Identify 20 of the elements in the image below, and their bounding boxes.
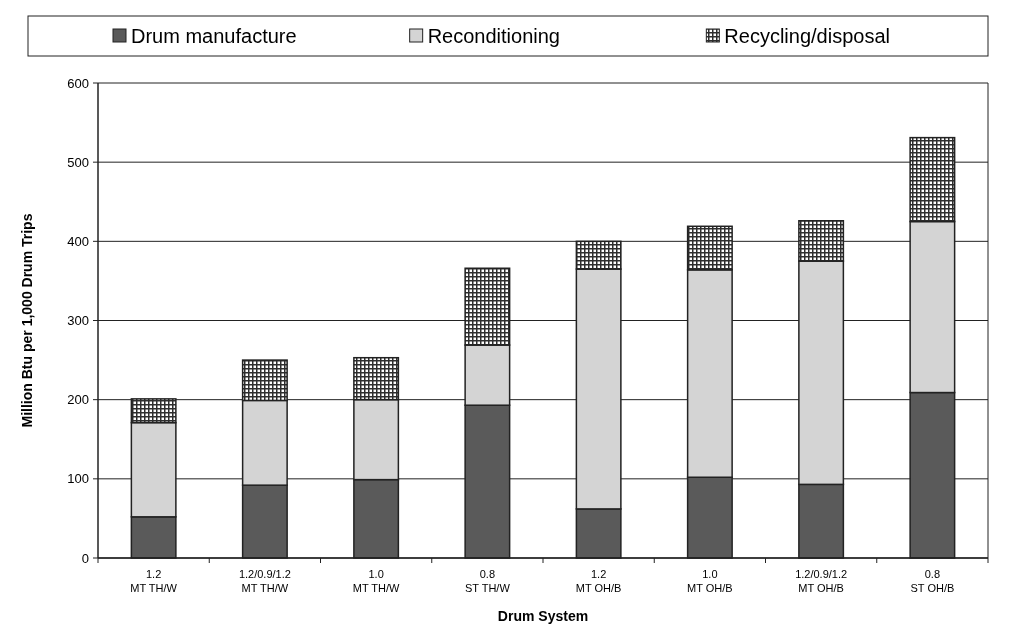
y-tick-label: 200 [67,392,89,408]
x-tick-label: 1.2 MT OH/B [575,568,622,594]
x-tick-label: 0.8 ST OH/B [910,568,955,594]
y-tick-label: 600 [67,75,89,91]
y-tick-label: 500 [67,154,89,170]
x-tick-label: 1.2/0.9/1.2 MT TH/W [238,568,291,594]
y-tick-label: 400 [67,233,89,249]
x-axis-title: Drum System [497,608,589,624]
legend-label: Drum manufacture [131,25,297,47]
y-tick-label: 100 [67,471,89,487]
legend-label: Reconditioning [427,25,560,47]
y-tick-label: 0 [81,550,89,566]
legend-label: Recycling/disposal [724,25,890,47]
x-tick-label: 0.8 ST TH/W [464,568,511,594]
x-tick-label: 1.0 MT OH/B [687,568,733,594]
x-tick-label: 1.2/0.9/1.2 MT OH/B [795,568,848,594]
x-tick-label: 1.2 MT TH/W [130,568,178,594]
y-axis-title: Million Btu per 1,000 Drum Trips [19,213,35,428]
y-tick-label: 300 [67,313,89,329]
x-tick-label: 1.0 MT TH/W [352,568,401,594]
